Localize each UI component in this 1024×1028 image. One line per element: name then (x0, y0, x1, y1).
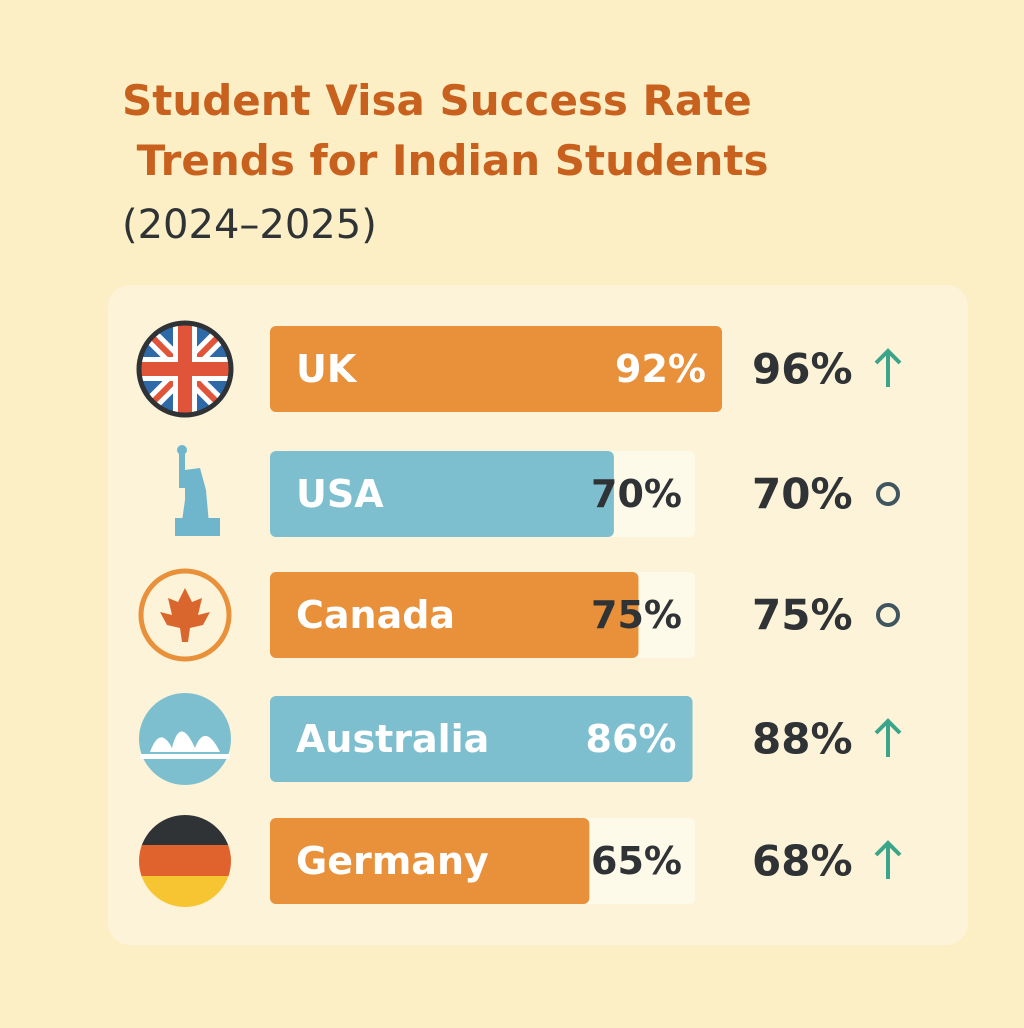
bar (270, 696, 693, 782)
trend-up-arrow (874, 348, 902, 387)
category-label: USA (296, 472, 384, 516)
canada-icon (138, 568, 232, 662)
chart-title: Student Visa Success Rate Trends for Ind… (122, 76, 769, 185)
trend-flat-marker (876, 482, 900, 506)
category-label: Germany (296, 839, 489, 883)
bar (270, 572, 639, 658)
uk-flag-icon (136, 320, 234, 418)
category-label: UK (296, 347, 358, 391)
value-label: 70% (591, 472, 682, 516)
second-value-label: 68% (752, 837, 853, 886)
second-value-label: 88% (752, 715, 853, 764)
category-label: Canada (296, 593, 455, 637)
australia-icon (139, 693, 231, 785)
value-label: 65% (591, 839, 682, 883)
value-label: 86% (586, 717, 677, 761)
trend-flat-marker (876, 603, 900, 627)
second-value-label: 75% (752, 591, 853, 640)
second-value-label: 70% (752, 470, 853, 519)
value-label: 92% (615, 347, 706, 391)
category-label: Australia (296, 717, 489, 761)
value-label: 75% (591, 593, 682, 637)
bar (270, 451, 614, 537)
bar (270, 818, 590, 904)
chart-subtitle: (2024–2025) (122, 202, 377, 248)
second-value-label: 96% (752, 345, 853, 394)
usa-statue-icon (175, 445, 220, 536)
bar (270, 326, 722, 412)
trend-up-arrow (874, 718, 902, 757)
trend-up-arrow (874, 840, 902, 879)
